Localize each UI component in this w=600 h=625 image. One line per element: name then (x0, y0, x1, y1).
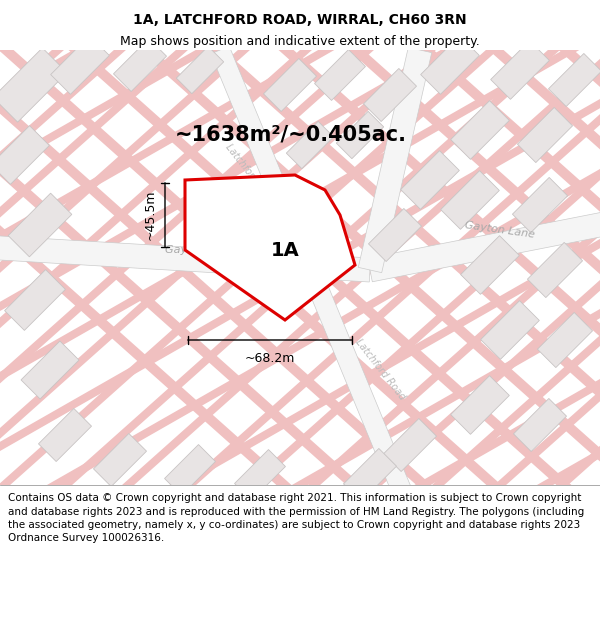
Polygon shape (0, 0, 551, 538)
Polygon shape (538, 312, 593, 368)
Polygon shape (0, 0, 241, 538)
Polygon shape (0, 0, 553, 539)
Polygon shape (7, 0, 600, 538)
Polygon shape (50, 36, 109, 94)
Polygon shape (0, 0, 488, 538)
Text: ~45.5m: ~45.5m (144, 190, 157, 240)
Text: Latchford Road: Latchford Road (223, 142, 277, 208)
Polygon shape (421, 36, 479, 94)
Text: Map shows position and indicative extent of the property.: Map shows position and indicative extent… (120, 35, 480, 48)
Polygon shape (86, 0, 600, 539)
Text: 1A, LATCHFORD ROAD, WIRRAL, CH60 3RN: 1A, LATCHFORD ROAD, WIRRAL, CH60 3RN (133, 12, 467, 26)
Polygon shape (0, 71, 600, 479)
Polygon shape (401, 151, 460, 209)
Polygon shape (0, 0, 600, 199)
Polygon shape (0, 233, 371, 282)
Polygon shape (0, 0, 600, 129)
Polygon shape (256, 0, 600, 538)
Polygon shape (0, 48, 67, 122)
Polygon shape (193, 0, 600, 538)
Polygon shape (0, 0, 179, 538)
Polygon shape (0, 0, 116, 538)
Text: ~1638m²/~0.405ac.: ~1638m²/~0.405ac. (175, 125, 407, 145)
Polygon shape (379, 0, 600, 538)
Polygon shape (157, 0, 600, 539)
Polygon shape (0, 0, 302, 538)
Polygon shape (0, 0, 600, 59)
Polygon shape (0, 0, 427, 538)
Polygon shape (442, 0, 600, 538)
Polygon shape (296, 0, 600, 539)
Polygon shape (0, 1, 600, 409)
Polygon shape (440, 171, 499, 229)
Polygon shape (364, 69, 416, 121)
Polygon shape (0, 351, 600, 625)
Polygon shape (437, 0, 600, 539)
Polygon shape (527, 242, 583, 298)
Polygon shape (503, 0, 600, 538)
Polygon shape (0, 0, 413, 539)
Polygon shape (514, 399, 566, 451)
Polygon shape (565, 0, 600, 538)
Polygon shape (314, 49, 365, 101)
Text: Gayton Lane: Gayton Lane (464, 220, 536, 240)
Polygon shape (21, 341, 79, 399)
Polygon shape (0, 0, 343, 539)
Polygon shape (548, 54, 600, 106)
Polygon shape (0, 421, 600, 625)
Polygon shape (263, 59, 317, 111)
Text: ~68.2m: ~68.2m (245, 352, 295, 365)
Polygon shape (0, 141, 600, 549)
Polygon shape (94, 434, 146, 486)
Polygon shape (383, 419, 437, 471)
Polygon shape (0, 0, 600, 339)
Polygon shape (577, 0, 600, 539)
Text: 1A: 1A (271, 241, 299, 259)
Polygon shape (235, 449, 286, 501)
Polygon shape (368, 203, 600, 282)
Polygon shape (286, 121, 334, 169)
Polygon shape (8, 193, 72, 257)
Text: Latchford Road: Latchford Road (353, 338, 407, 402)
Polygon shape (506, 0, 600, 539)
Polygon shape (38, 409, 92, 461)
Polygon shape (461, 236, 520, 294)
Polygon shape (185, 175, 355, 320)
Polygon shape (5, 269, 65, 331)
Text: Contains OS data © Crown copyright and database right 2021. This information is : Contains OS data © Crown copyright and d… (8, 493, 584, 543)
Polygon shape (481, 301, 539, 359)
Polygon shape (131, 0, 600, 538)
Polygon shape (211, 46, 429, 539)
Polygon shape (164, 444, 215, 496)
Polygon shape (451, 376, 509, 434)
Polygon shape (227, 0, 600, 539)
Polygon shape (113, 39, 167, 91)
Polygon shape (0, 211, 600, 619)
Polygon shape (0, 0, 484, 539)
Polygon shape (517, 107, 572, 162)
Polygon shape (0, 491, 600, 625)
Polygon shape (17, 0, 600, 539)
Polygon shape (70, 0, 600, 538)
Polygon shape (491, 41, 550, 99)
Polygon shape (358, 48, 432, 272)
Polygon shape (343, 449, 397, 501)
Polygon shape (176, 46, 224, 94)
Polygon shape (0, 0, 55, 538)
Polygon shape (512, 177, 568, 232)
Polygon shape (451, 101, 509, 159)
Polygon shape (368, 209, 422, 261)
Polygon shape (0, 126, 49, 184)
Text: Gayton Lane: Gayton Lane (164, 245, 235, 255)
Polygon shape (0, 281, 600, 625)
Polygon shape (0, 0, 365, 538)
Polygon shape (317, 0, 600, 538)
Polygon shape (0, 0, 600, 269)
Polygon shape (367, 0, 600, 539)
Polygon shape (337, 111, 383, 159)
